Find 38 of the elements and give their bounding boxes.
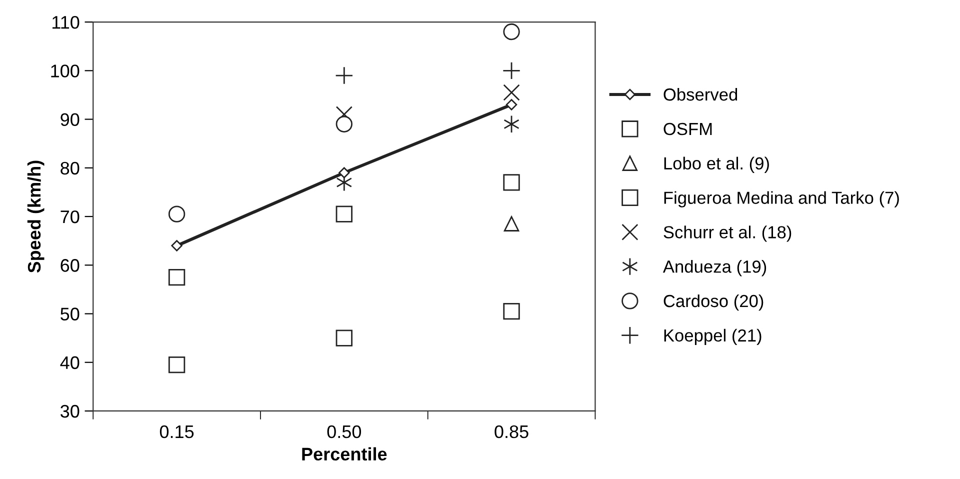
point <box>502 62 521 80</box>
point <box>336 206 352 222</box>
point <box>338 167 350 178</box>
legend-label: Andueza (19) <box>662 260 766 276</box>
legend-label: OSFM <box>664 122 712 136</box>
point <box>504 216 520 232</box>
point <box>171 240 182 252</box>
point <box>168 206 186 222</box>
y-tick-label: 100 <box>51 64 80 78</box>
point <box>503 84 520 101</box>
y-tick-label: 80 <box>60 162 80 175</box>
legend-label: Observed <box>664 88 738 101</box>
y-tick-label: 110 <box>52 16 80 29</box>
point <box>503 23 520 40</box>
legend-label: Schurr et al. (18) <box>664 226 792 242</box>
point <box>168 356 186 374</box>
point <box>503 174 520 191</box>
y-tick-label: 60 <box>60 259 80 272</box>
y-tick-label: 50 <box>60 308 80 320</box>
y-tick-label: 90 <box>60 113 80 126</box>
x-tick-label: 0.50 <box>327 425 362 438</box>
y-tick-label: 30 <box>60 404 80 418</box>
legend-label: Figueroa Medina and Tarko (7) <box>664 191 899 208</box>
point <box>336 330 352 346</box>
legend-label: Lobo et al. (9) <box>664 156 769 173</box>
point <box>168 268 186 286</box>
x-axis-title: Percentile <box>302 447 387 461</box>
point <box>336 116 352 132</box>
y-axis-title: Speed (km/h) <box>27 160 44 273</box>
x-tick-label: 0.15 <box>160 425 194 438</box>
y-tick-label: 70 <box>60 210 80 224</box>
point <box>503 302 520 320</box>
legend-label: Cardoso (20) <box>664 294 764 311</box>
point <box>506 99 518 110</box>
point <box>335 66 354 85</box>
legend-label: Koeppel (21) <box>664 328 762 346</box>
x-tick-label: 0.85 <box>494 425 528 438</box>
y-tick-label: 40 <box>60 356 80 370</box>
